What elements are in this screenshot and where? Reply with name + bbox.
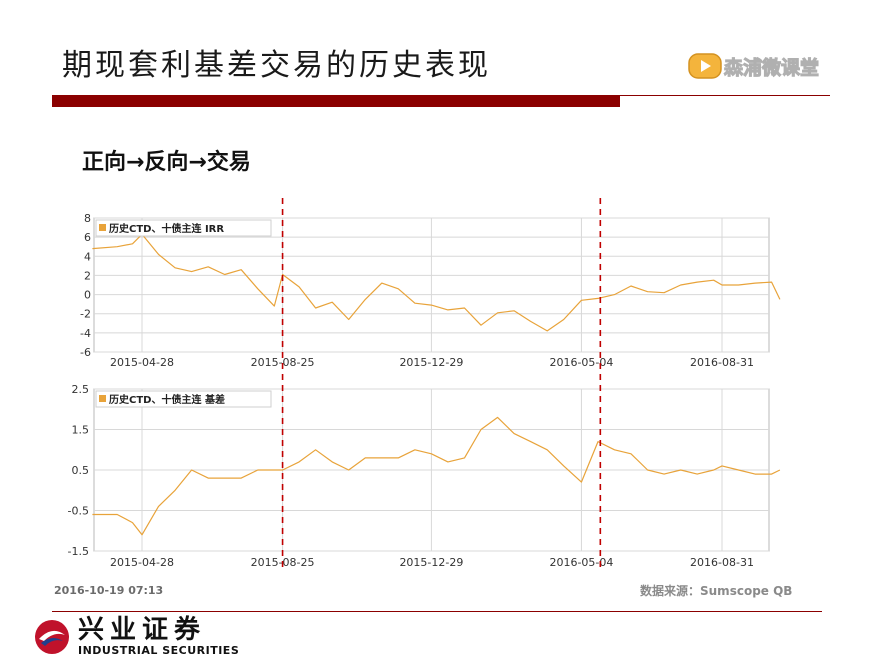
x-tick-label: 2015-08-25 — [251, 356, 315, 369]
series-line-2 — [92, 416, 781, 536]
series-line-1 — [92, 233, 781, 332]
header-rule — [52, 95, 620, 107]
brand-text: 森浦微课堂 — [723, 56, 820, 79]
y-tick-label: 1.5 — [72, 424, 90, 437]
header-rule-thin — [620, 95, 830, 96]
legend-label: 历史CTD、十债主连 基差 — [109, 393, 225, 406]
play-icon — [688, 53, 722, 79]
x-tick-label: 2015-04-28 — [110, 556, 174, 569]
y-tick-label: -0.5 — [68, 505, 89, 518]
y-tick-label: -1.5 — [68, 545, 89, 558]
legend-box — [95, 219, 272, 237]
legend-box — [95, 390, 272, 408]
brand-badge: 森浦微课堂 — [688, 52, 820, 80]
data-source: 数据来源：Sumscope QB — [640, 584, 793, 598]
timestamp: 2016-10-19 07:13 — [54, 584, 164, 597]
x-tick-label: 2015-04-28 — [110, 356, 174, 369]
company-logo: 兴业证券 INDUSTRIAL SECURITIES — [32, 616, 239, 657]
y-tick-label: 2 — [84, 269, 91, 282]
y-tick-label: -6 — [80, 346, 91, 359]
legend-swatch — [99, 395, 106, 402]
charts-canvas: 8 6 4 2 0 -2 -4 -6 2015-04-28 2015-08-25 2015-12-2… — [68, 198, 781, 572]
x-tick-label: 2015-12-29 — [399, 556, 463, 569]
page-title: 期现套利基差交易的历史表现 — [62, 48, 491, 83]
y-tick-label: -2 — [80, 308, 91, 321]
x-tick-label: 2016-08-31 — [690, 356, 754, 369]
x-tick-label: 2016-08-31 — [690, 556, 754, 569]
x-tick-label: 2016-05-04 — [549, 556, 613, 569]
company-name-en: INDUSTRIAL SECURITIES — [78, 644, 240, 657]
y-tick-label: 0 — [84, 289, 91, 302]
y-tick-label: -4 — [80, 327, 91, 340]
footer-rule — [52, 611, 822, 612]
legend-swatch — [99, 224, 106, 231]
company-name-cn: 兴业证券 — [78, 615, 207, 645]
subtitle: 正向→反向→交易 — [82, 150, 251, 175]
y-tick-label: 2.5 — [72, 383, 90, 396]
y-tick-label: 4 — [84, 250, 91, 263]
y-tick-label: 6 — [84, 231, 91, 244]
logo-icon — [35, 619, 69, 654]
y-tick-label: 8 — [84, 212, 91, 225]
x-tick-label: 2016-05-04 — [549, 356, 613, 369]
x-tick-label: 2015-12-29 — [399, 356, 463, 369]
y-tick-label: 0.5 — [72, 464, 90, 477]
legend-label: 历史CTD、十债主连 IRR — [109, 222, 224, 235]
